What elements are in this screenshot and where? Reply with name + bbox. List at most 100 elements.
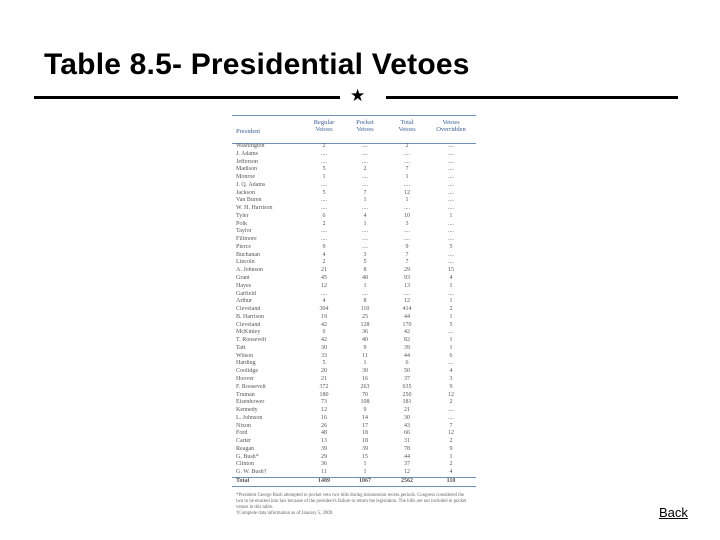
- vetoes-overridden-cell: ....: [448, 166, 454, 173]
- total-vetoes-cell: 181: [402, 399, 412, 406]
- vetoes-overridden-cell: 9: [449, 445, 453, 452]
- president-cell: Arthur: [236, 298, 252, 305]
- table-row: Hoover 21 16 37 3: [232, 376, 476, 384]
- table-note: two to be enacted into law because of th…: [236, 499, 467, 504]
- regular-vetoes-cell: ....: [321, 205, 327, 212]
- table-row: Hayes 12 1 13 1: [232, 283, 476, 291]
- regular-vetoes-cell: 4: [322, 251, 326, 258]
- vetoes-overridden-cell: 3: [449, 375, 453, 382]
- table-row: L. Johnson 16 14 30....: [232, 415, 476, 423]
- table-row: B. Harrison 19 25 44 1: [232, 314, 476, 322]
- regular-vetoes-cell: 4: [322, 298, 326, 305]
- vetoes-overridden-cell: 1: [449, 313, 453, 320]
- vetoes-overridden-cell: 2: [449, 306, 453, 313]
- total-vetoes-cell: 12: [404, 298, 410, 305]
- table-row: Arthur 4 8 12 1: [232, 298, 476, 306]
- regular-vetoes-cell: 2: [322, 259, 326, 266]
- president-cell: Buchanan: [236, 251, 260, 258]
- president-cell: Garfield: [236, 290, 256, 297]
- table-row: Reagan 39 39 78 9: [232, 446, 476, 454]
- president-cell: Cleveland: [236, 306, 261, 313]
- vetoes-overridden-cell: ....: [448, 150, 454, 157]
- regular-vetoes-cell: 6: [322, 329, 326, 336]
- table-row: Monroe 1.... 1....: [232, 174, 476, 182]
- pocket-vetoes-cell: 15: [362, 453, 368, 460]
- table-row: Polk 2 1 3....: [232, 221, 476, 229]
- vetoes-overridden-cell: 110: [446, 477, 456, 484]
- vetoes-overridden-cell: ....: [448, 290, 454, 297]
- table-note: vetoes in this table.: [236, 505, 274, 510]
- table-row: Wilson 33 11 44 6: [232, 353, 476, 361]
- regular-vetoes-cell: 6: [322, 212, 326, 219]
- table-row: G. W. Bush† 11 1 12 4: [232, 469, 476, 477]
- pocket-vetoes-cell: 40: [362, 337, 368, 344]
- total-vetoes-cell: 9: [405, 243, 409, 250]
- total-vetoes-cell: 93: [404, 275, 410, 282]
- star-icon: ★: [350, 86, 366, 105]
- vetoes-overridden-cell: ....: [448, 329, 454, 336]
- total-vetoes-cell: ....: [404, 236, 410, 243]
- table-row: Clinton 36 1 37 2: [232, 461, 476, 469]
- vetoes-overridden-cell: ....: [448, 197, 454, 204]
- vetoes-overridden-cell: ....: [448, 158, 454, 165]
- president-cell: Cleveland: [236, 321, 261, 328]
- pocket-vetoes-cell: 14: [362, 414, 368, 421]
- regular-vetoes-cell: 180: [319, 391, 329, 398]
- president-cell: Washington: [236, 143, 265, 149]
- regular-vetoes-cell: 12: [321, 407, 327, 414]
- regular-vetoes-cell: ....: [321, 236, 327, 243]
- regular-vetoes-cell: 19: [321, 313, 327, 320]
- veto-table: President Regular Vetoes Pocket Vetoes T…: [232, 115, 476, 525]
- vetoes-overridden-cell: 12: [448, 391, 454, 398]
- president-cell: Monroe: [236, 174, 255, 181]
- table-row: Washington 2.... 2....: [232, 143, 476, 151]
- regular-vetoes-cell: 5: [322, 166, 326, 173]
- back-link[interactable]: Back: [659, 505, 688, 520]
- pocket-vetoes-cell: 4: [363, 212, 367, 219]
- total-vetoes-cell: 7: [405, 251, 409, 258]
- president-cell: Coolidge: [236, 368, 258, 375]
- vetoes-overridden-cell: 4: [449, 275, 453, 282]
- table-row: G. Bush* 29 15 44 1: [232, 454, 476, 462]
- president-cell: Tyler: [236, 212, 249, 219]
- total-vetoes-cell: 29: [404, 267, 410, 274]
- president-cell: Truman: [236, 391, 255, 398]
- president-cell: G. W. Bush†: [236, 469, 267, 476]
- total-vetoes-cell: 37: [404, 461, 410, 468]
- table-row: Garfield................: [232, 291, 476, 299]
- president-cell: Clinton: [236, 461, 255, 468]
- vetoes-overridden-cell: 2: [449, 399, 453, 406]
- president-cell: Wilson: [236, 352, 254, 359]
- president-cell: Total: [236, 477, 250, 484]
- pocket-vetoes-cell: 1: [363, 469, 367, 476]
- table-row: A. Johnson 21 8 29 15: [232, 267, 476, 275]
- pocket-vetoes-cell: 9: [363, 344, 367, 351]
- president-cell: T. Roosevelt: [236, 337, 267, 344]
- table-row: Coolidge 20 30 50 4: [232, 368, 476, 376]
- pocket-vetoes-cell: 8: [363, 267, 367, 274]
- vetoes-overridden-cell: ....: [448, 236, 454, 243]
- pocket-vetoes-cell: 48: [362, 275, 368, 282]
- vetoes-overridden-cell: ....: [448, 360, 454, 367]
- total-vetoes-cell: 170: [402, 321, 412, 328]
- regular-vetoes-cell: 73: [321, 399, 327, 406]
- table-row: Taylor................: [232, 228, 476, 236]
- pocket-vetoes-cell: 1: [363, 197, 367, 204]
- slide-title: Table 8.5- Presidential Vetoes: [44, 48, 470, 81]
- regular-vetoes-cell: 2: [322, 143, 326, 149]
- table-row: Truman 180 70 250 12: [232, 392, 476, 400]
- pocket-vetoes-cell: 17: [362, 422, 368, 429]
- table-row: J. Q. Adams................: [232, 182, 476, 190]
- vetoes-overridden-cell: 9: [449, 383, 453, 390]
- president-cell: J. Q. Adams: [236, 181, 266, 188]
- president-cell: Nixon: [236, 422, 251, 429]
- vetoes-overridden-cell: ....: [448, 228, 454, 235]
- total-vetoes-cell: 31: [404, 438, 410, 445]
- pocket-vetoes-cell: 9: [363, 407, 367, 414]
- regular-vetoes-cell: 5: [322, 360, 326, 367]
- pocket-vetoes-cell: 5: [363, 259, 367, 266]
- pocket-vetoes-cell: 36: [362, 329, 368, 336]
- table-row: W. H. Harrison................: [232, 205, 476, 213]
- president-cell: Lincoln: [236, 259, 255, 266]
- president-cell: W. H. Harrison: [236, 205, 273, 212]
